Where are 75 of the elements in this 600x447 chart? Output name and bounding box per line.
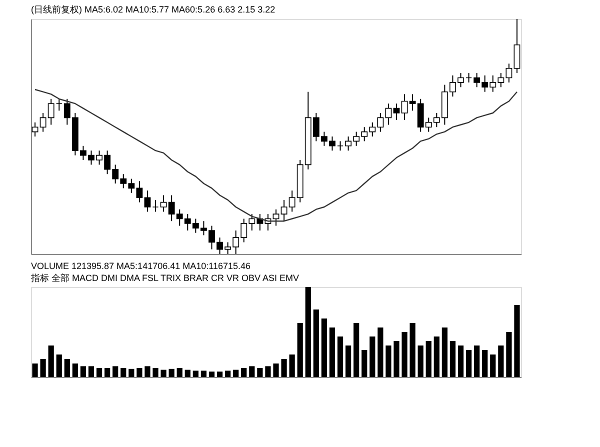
bar [321,318,328,377]
bar [64,359,70,377]
chart-title: (日线前复权) MA5:6.02 MA10:5.77 MA60:5.26 6.63 2.15 3.22 [31,4,276,14]
candlestick [337,140,344,152]
bar [216,372,223,377]
bar [112,366,118,377]
bar [402,332,408,377]
bar [498,346,504,377]
bar [120,368,126,377]
bar [40,359,46,377]
bar [144,366,150,377]
bar [88,366,94,377]
bar [329,328,336,377]
bar [370,336,376,377]
bar [305,287,311,377]
bar [233,370,239,377]
bar [354,323,360,377]
candlestick [466,72,472,83]
candlestick [514,18,520,74]
bar [474,346,480,377]
bar [160,370,166,377]
bar [136,368,142,377]
bar [345,346,352,377]
bar [410,323,416,377]
bar [281,359,287,377]
bar [208,372,215,377]
bar [297,323,303,377]
bar [96,368,102,377]
bar [450,341,456,377]
bar [265,366,271,377]
bar [128,368,134,377]
bar [249,366,255,377]
candlestick [280,199,288,222]
bar [394,341,400,377]
candlestick [56,98,62,112]
bar [313,310,319,377]
bar [184,370,190,377]
candlestick [144,190,151,212]
bar [32,364,38,377]
candlestick [272,208,280,226]
bar [466,350,472,377]
bar [362,350,368,377]
bar [192,370,198,377]
bar [104,368,110,377]
candlestick [32,122,38,137]
bar [482,350,488,377]
bar [490,354,496,377]
bar [241,368,247,377]
bar [337,336,344,377]
bar [72,364,78,377]
bar [80,366,86,377]
bar [200,370,207,377]
bar [152,368,158,377]
bar [224,370,231,377]
bar [514,305,520,377]
bar [168,368,174,377]
candlestick [393,103,400,121]
bar [289,354,295,377]
candlestick [401,94,408,121]
bar [386,346,392,377]
bar [56,354,62,377]
bar [506,332,512,377]
bar [48,346,54,377]
bar [176,368,182,377]
bar [418,346,424,377]
chart-title: VOLUME 121395.87 MA5:141706.41 MA10:116715.46 [31,261,250,271]
bar [273,364,279,377]
text: 指标 全部 MACD DMI DMA FSL TRIX BRAR CR VR OBV ASI EMV [30,273,300,283]
bar [426,341,432,377]
bar [378,328,384,377]
bar [458,346,464,377]
bar [257,368,263,377]
bar [434,336,440,377]
bar [442,328,448,377]
candlestick [152,199,159,212]
